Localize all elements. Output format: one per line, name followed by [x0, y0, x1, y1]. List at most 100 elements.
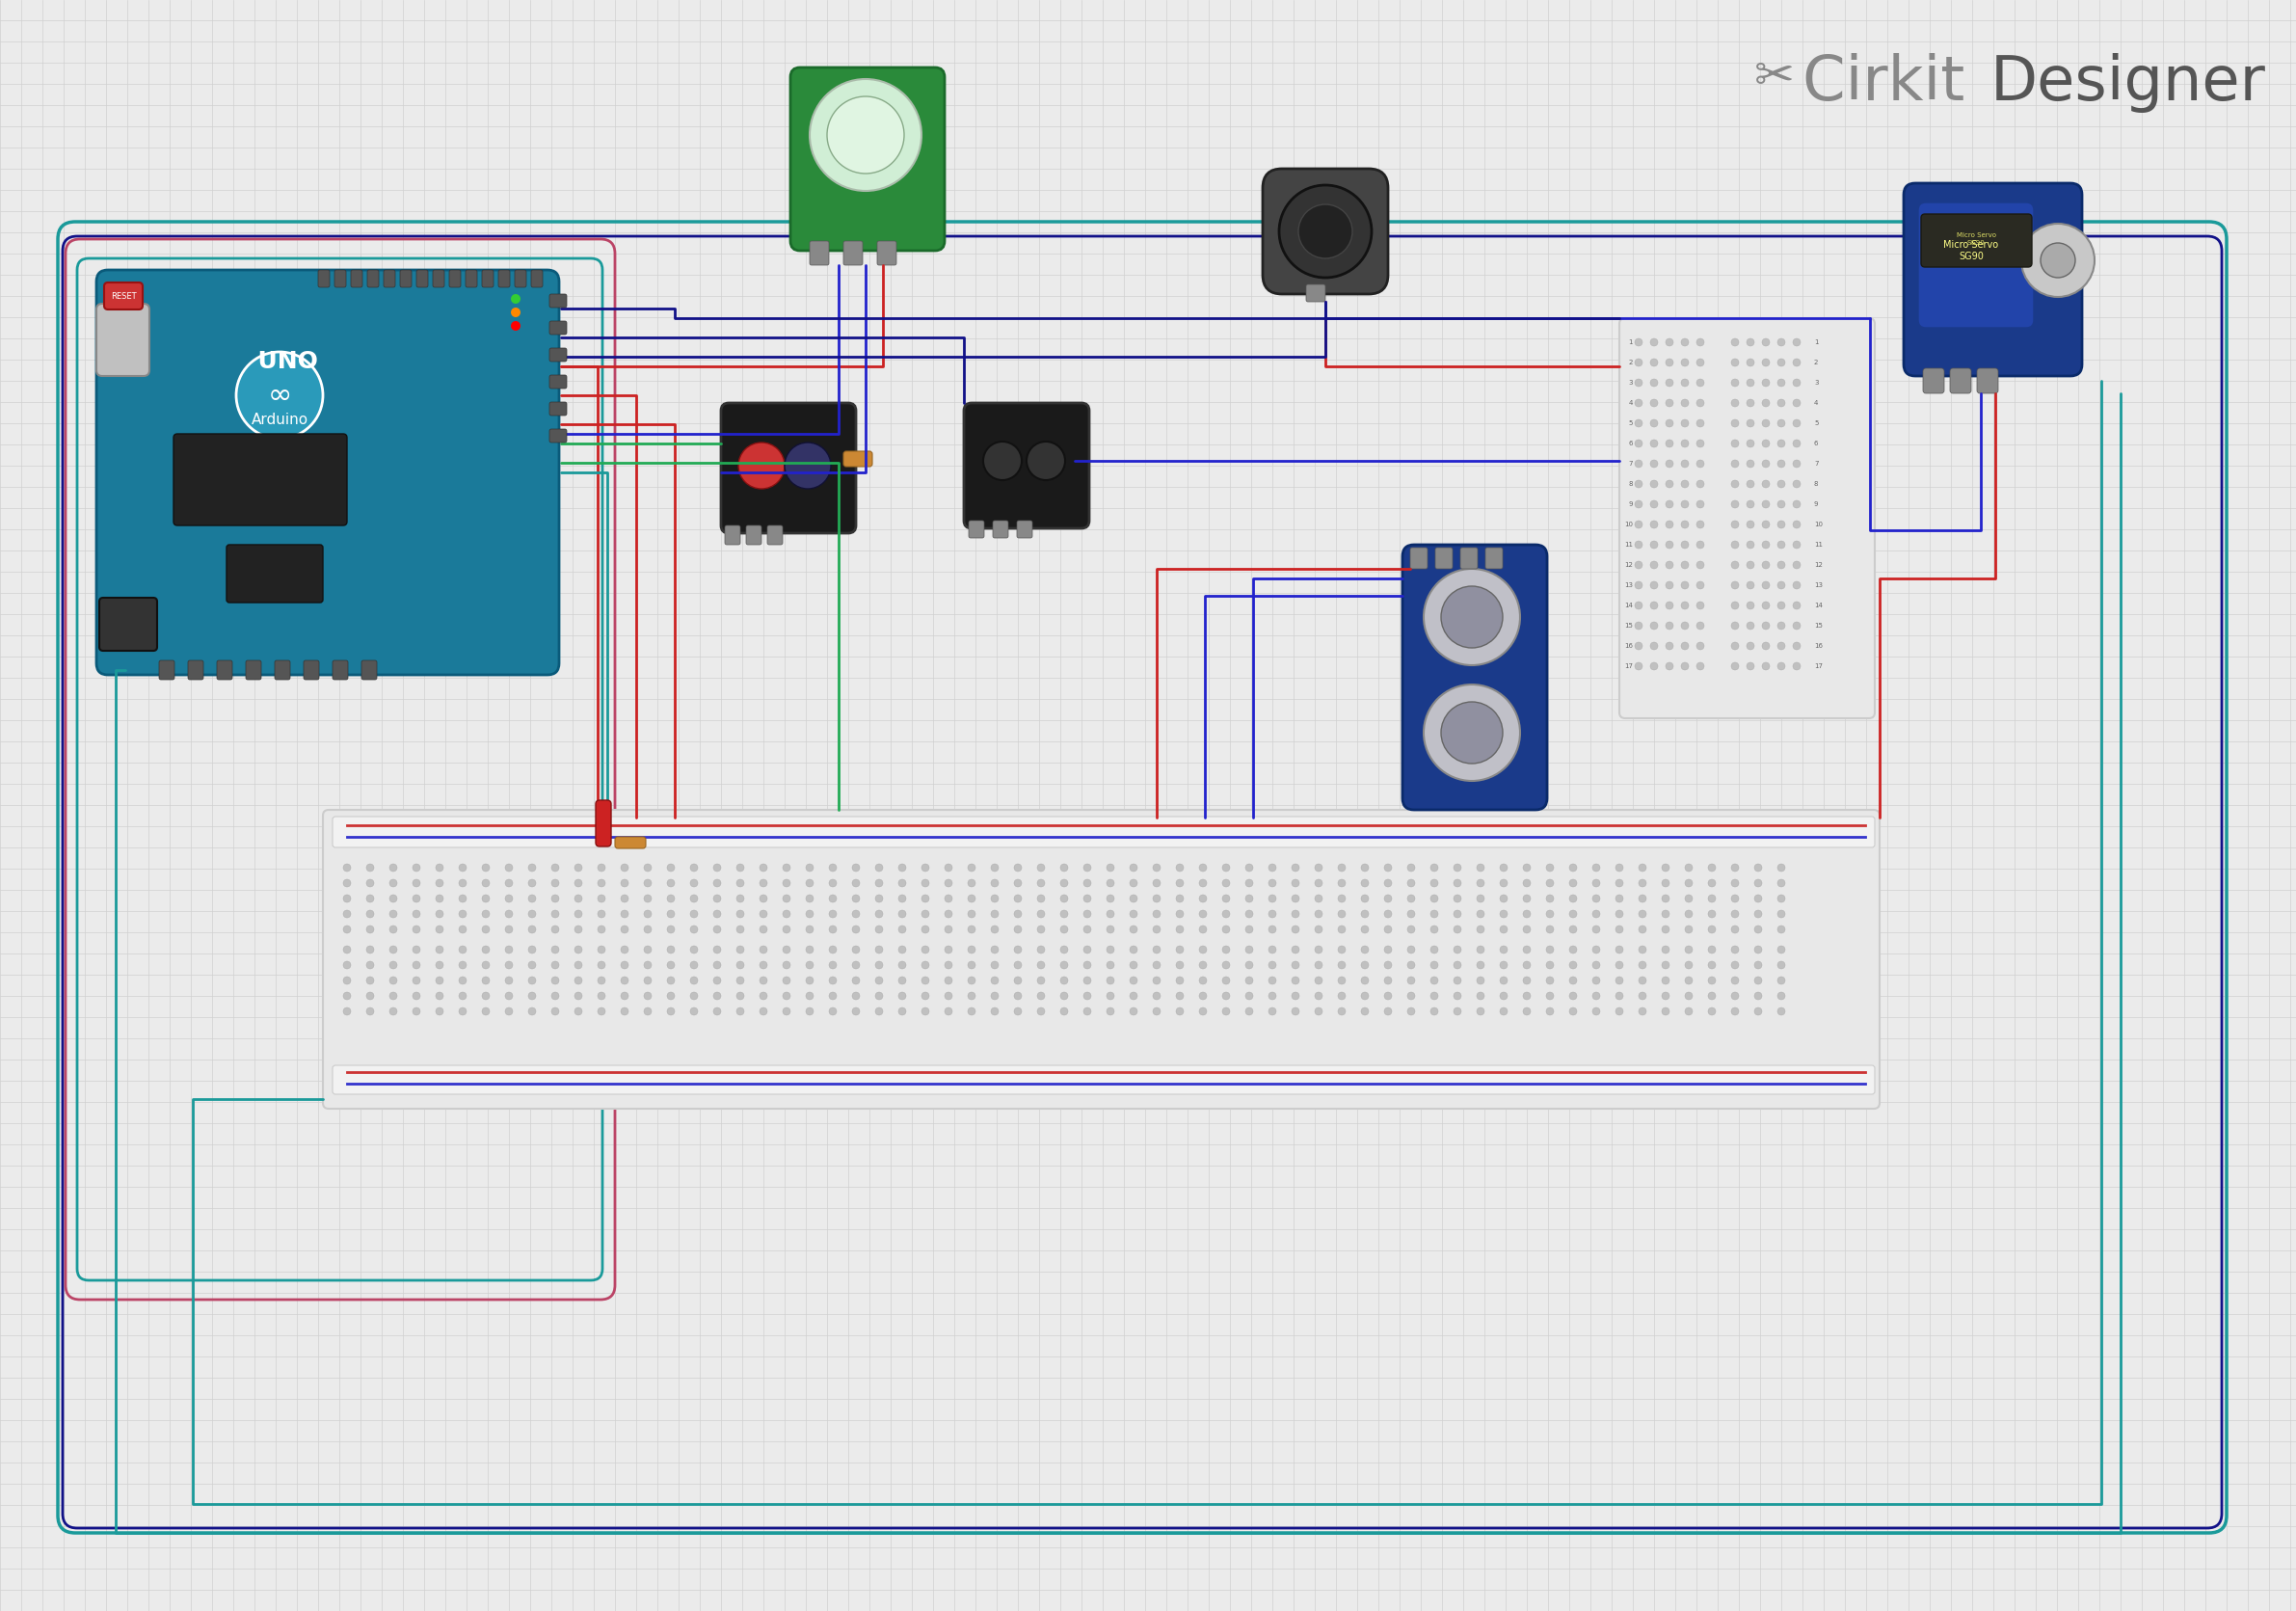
- Text: ✂: ✂: [1754, 53, 1795, 100]
- Circle shape: [1665, 501, 1674, 507]
- Circle shape: [620, 910, 629, 918]
- Circle shape: [1593, 880, 1600, 888]
- Circle shape: [783, 910, 790, 918]
- FancyBboxPatch shape: [1017, 520, 1033, 538]
- Circle shape: [1731, 894, 1738, 902]
- Circle shape: [1362, 880, 1368, 888]
- Circle shape: [691, 863, 698, 872]
- Circle shape: [1761, 459, 1770, 467]
- Circle shape: [1651, 520, 1658, 528]
- Circle shape: [1430, 962, 1437, 968]
- Circle shape: [737, 992, 744, 1000]
- Circle shape: [1747, 662, 1754, 670]
- FancyBboxPatch shape: [335, 271, 347, 287]
- Circle shape: [1651, 338, 1658, 346]
- Circle shape: [875, 962, 884, 968]
- Circle shape: [1339, 880, 1345, 888]
- Circle shape: [459, 946, 466, 954]
- Circle shape: [1499, 863, 1508, 872]
- Circle shape: [829, 926, 836, 933]
- Circle shape: [1635, 501, 1642, 507]
- FancyBboxPatch shape: [549, 403, 567, 416]
- Circle shape: [367, 926, 374, 933]
- Circle shape: [1639, 962, 1646, 968]
- Circle shape: [1777, 379, 1784, 387]
- Circle shape: [1476, 894, 1486, 902]
- Circle shape: [1199, 976, 1208, 984]
- Circle shape: [1430, 976, 1437, 984]
- Circle shape: [785, 443, 831, 488]
- FancyBboxPatch shape: [246, 661, 262, 680]
- Circle shape: [1153, 946, 1159, 954]
- Circle shape: [737, 926, 744, 933]
- Circle shape: [620, 894, 629, 902]
- Circle shape: [1665, 541, 1674, 549]
- Circle shape: [1708, 992, 1715, 1000]
- Circle shape: [1639, 976, 1646, 984]
- Circle shape: [505, 992, 512, 1000]
- Circle shape: [806, 926, 813, 933]
- Text: 7: 7: [1628, 461, 1632, 467]
- Circle shape: [1061, 863, 1068, 872]
- Circle shape: [1293, 880, 1300, 888]
- Circle shape: [1279, 185, 1371, 277]
- Circle shape: [1339, 863, 1345, 872]
- Circle shape: [1635, 459, 1642, 467]
- Circle shape: [668, 976, 675, 984]
- FancyBboxPatch shape: [103, 282, 142, 309]
- Circle shape: [1384, 894, 1391, 902]
- Circle shape: [737, 976, 744, 984]
- Circle shape: [482, 880, 489, 888]
- Circle shape: [1084, 894, 1091, 902]
- Circle shape: [1176, 976, 1185, 984]
- Circle shape: [1731, 400, 1738, 408]
- Circle shape: [760, 976, 767, 984]
- Circle shape: [967, 976, 976, 984]
- Circle shape: [1761, 440, 1770, 448]
- Circle shape: [1476, 976, 1486, 984]
- Circle shape: [413, 910, 420, 918]
- Circle shape: [1130, 910, 1137, 918]
- Circle shape: [342, 894, 351, 902]
- Circle shape: [1130, 962, 1137, 968]
- Circle shape: [1476, 863, 1486, 872]
- Circle shape: [921, 880, 930, 888]
- Circle shape: [806, 863, 813, 872]
- Circle shape: [643, 880, 652, 888]
- Circle shape: [875, 863, 884, 872]
- Circle shape: [1593, 1007, 1600, 1015]
- Circle shape: [1384, 962, 1391, 968]
- Circle shape: [1708, 880, 1715, 888]
- Circle shape: [1267, 976, 1277, 984]
- FancyBboxPatch shape: [227, 545, 324, 603]
- Circle shape: [1616, 992, 1623, 1000]
- Circle shape: [1777, 419, 1784, 427]
- Circle shape: [367, 992, 374, 1000]
- Circle shape: [1681, 662, 1690, 670]
- Circle shape: [1731, 601, 1738, 609]
- Circle shape: [1107, 894, 1114, 902]
- Circle shape: [967, 910, 976, 918]
- Circle shape: [1635, 480, 1642, 488]
- Circle shape: [1176, 946, 1185, 954]
- Circle shape: [1568, 962, 1577, 968]
- Circle shape: [1316, 926, 1322, 933]
- Circle shape: [1731, 962, 1738, 968]
- Circle shape: [1130, 863, 1137, 872]
- FancyBboxPatch shape: [96, 271, 558, 675]
- Circle shape: [1681, 643, 1690, 649]
- Circle shape: [643, 910, 652, 918]
- Circle shape: [1476, 880, 1486, 888]
- FancyBboxPatch shape: [1403, 545, 1548, 810]
- Circle shape: [436, 1007, 443, 1015]
- Circle shape: [1731, 976, 1738, 984]
- Circle shape: [1339, 976, 1345, 984]
- Circle shape: [482, 863, 489, 872]
- Circle shape: [1038, 926, 1045, 933]
- Circle shape: [1038, 880, 1045, 888]
- Circle shape: [992, 926, 999, 933]
- Circle shape: [1107, 976, 1114, 984]
- Circle shape: [1651, 359, 1658, 366]
- Circle shape: [967, 1007, 976, 1015]
- Circle shape: [737, 962, 744, 968]
